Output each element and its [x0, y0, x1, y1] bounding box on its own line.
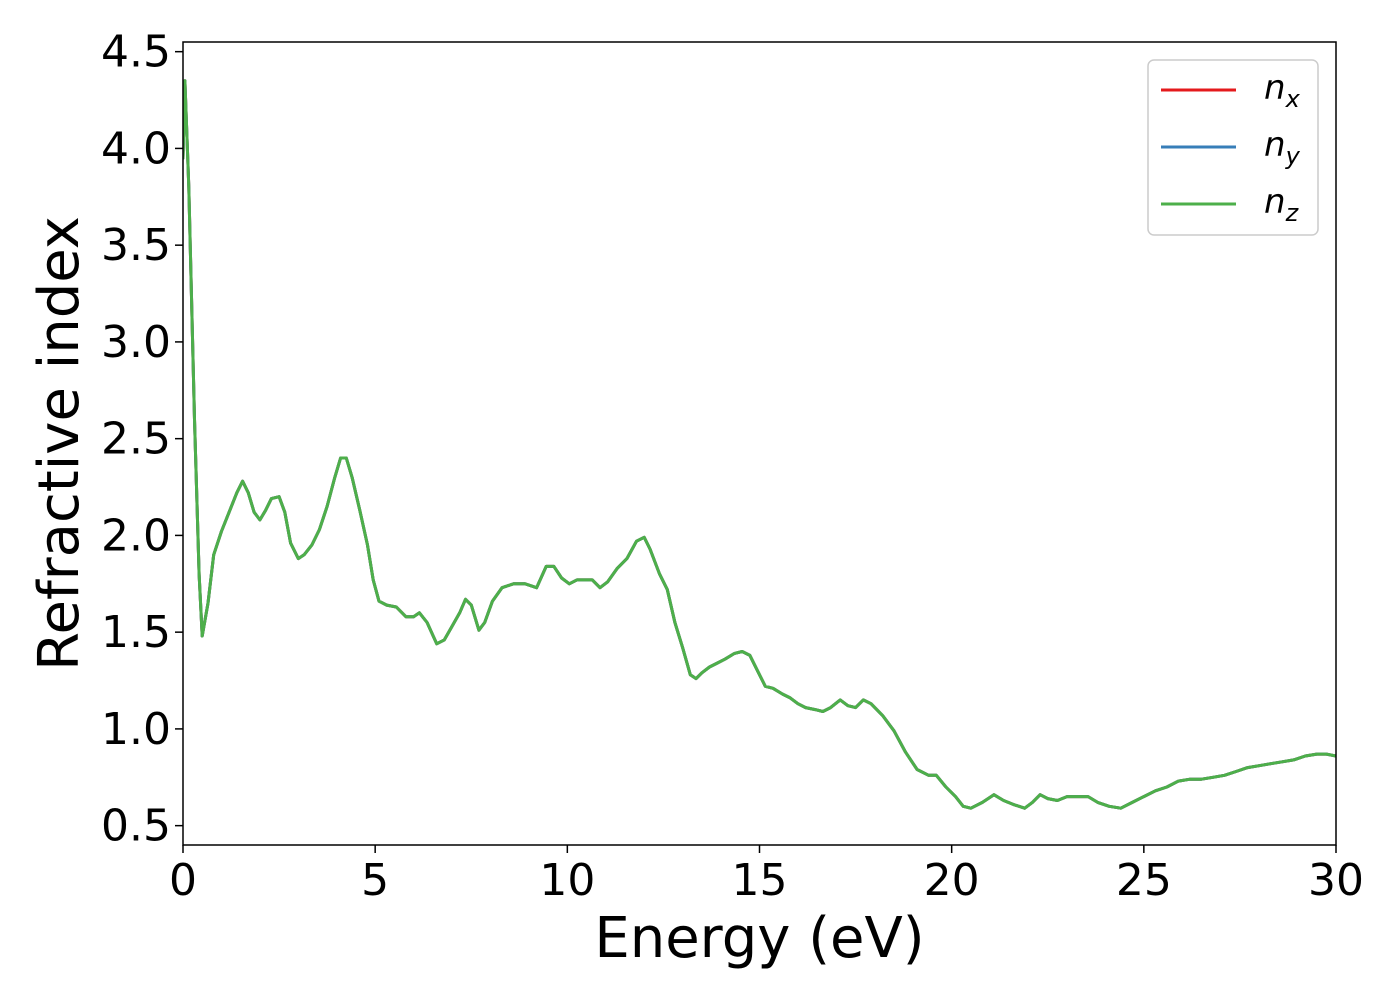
- y-tick-label: 4.5: [101, 27, 171, 78]
- y-tick-label: 3.5: [101, 220, 171, 271]
- x-tick-label: 5: [361, 855, 389, 906]
- x-tick-label: 20: [924, 855, 980, 906]
- y-tick-label: 1.5: [101, 607, 171, 658]
- y-tick-label: 2.0: [101, 510, 171, 561]
- x-axis-ticks: 0 5 10 15 20 25 30: [169, 845, 1364, 906]
- x-axis-title: Energy (eV): [594, 906, 924, 971]
- x-tick-label: 25: [1116, 855, 1172, 906]
- series-line-n-z: [183, 79, 1336, 810]
- x-tick-label: 10: [539, 855, 595, 906]
- x-tick-label: 0: [169, 855, 197, 906]
- y-tick-label: 0.5: [101, 801, 171, 852]
- y-tick-label: 1.0: [101, 704, 171, 755]
- x-tick-label: 30: [1308, 855, 1364, 906]
- series-layer: [183, 79, 1336, 810]
- y-tick-label: 2.5: [101, 414, 171, 465]
- y-tick-label: 4.0: [101, 123, 171, 174]
- y-axis-title: Refractive index: [27, 216, 92, 671]
- y-axis-ticks: 0.5 1.0 1.5 2.0 2.5 3.0 3.5 4.0 4.5: [101, 27, 183, 852]
- x-tick-label: 15: [732, 855, 788, 906]
- y-tick-label: 3.0: [101, 317, 171, 368]
